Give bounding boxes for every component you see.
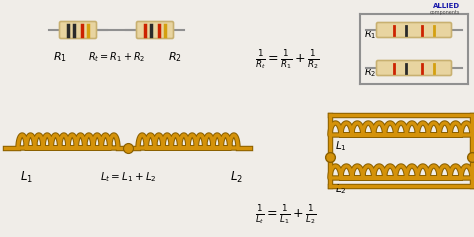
Text: $L_2$: $L_2$: [335, 182, 346, 196]
Text: $R_1$: $R_1$: [53, 50, 67, 64]
FancyBboxPatch shape: [376, 60, 452, 76]
Text: $L_1$: $L_1$: [20, 170, 33, 185]
FancyBboxPatch shape: [137, 22, 173, 38]
Text: $L_1$: $L_1$: [335, 139, 347, 153]
Text: ALLIED: ALLIED: [433, 3, 460, 9]
Text: $R_1$: $R_1$: [364, 27, 376, 41]
Text: $R_2$: $R_2$: [168, 50, 182, 64]
Text: $L_2$: $L_2$: [230, 170, 243, 185]
Text: $R_2$: $R_2$: [364, 65, 376, 79]
FancyBboxPatch shape: [376, 23, 452, 37]
Text: $\frac{1}{L_t}=\frac{1}{L_1}+\frac{1}{L_2}$: $\frac{1}{L_t}=\frac{1}{L_1}+\frac{1}{L_…: [255, 203, 316, 227]
Text: $R_t=R_1+R_2$: $R_t=R_1+R_2$: [88, 50, 145, 64]
Text: $\frac{1}{R_t}=\frac{1}{R_1}+\frac{1}{R_2}$: $\frac{1}{R_t}=\frac{1}{R_1}+\frac{1}{R_…: [255, 48, 320, 72]
FancyBboxPatch shape: [60, 22, 97, 38]
Text: $L_t=L_1+L_2$: $L_t=L_1+L_2$: [100, 170, 156, 184]
Text: components: components: [429, 10, 460, 15]
